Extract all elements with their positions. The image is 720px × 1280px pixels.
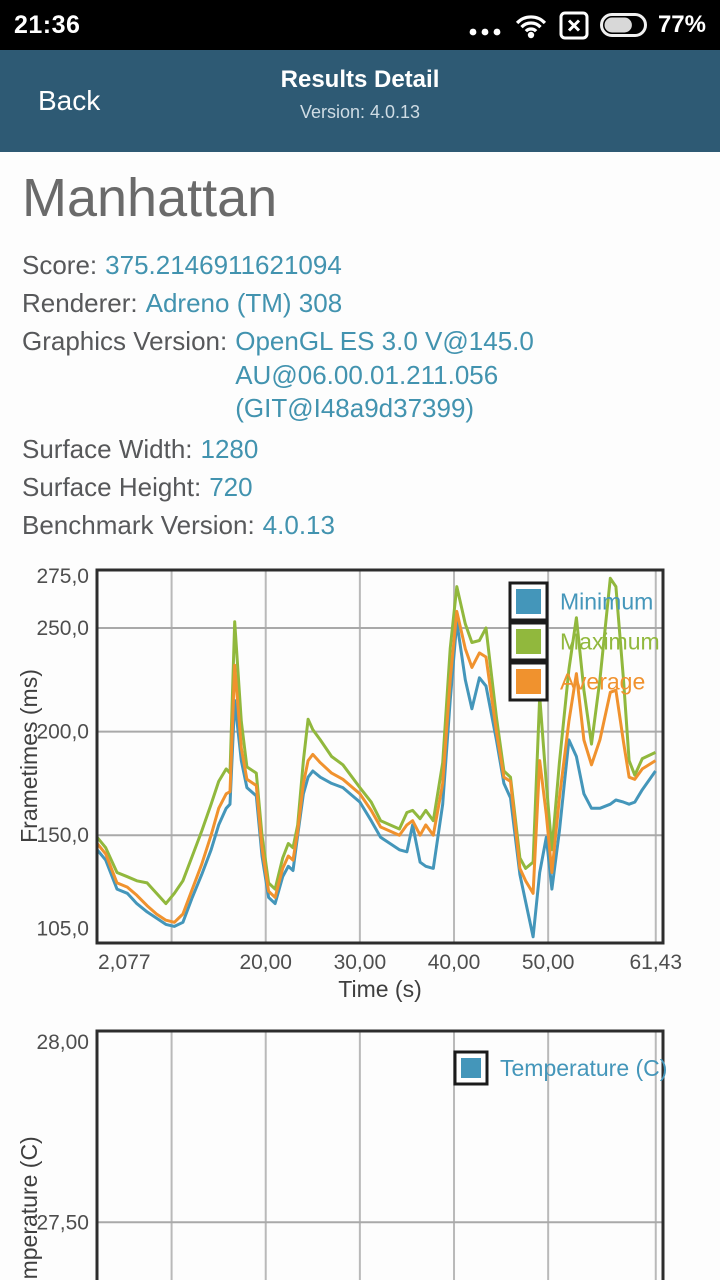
status-icons: 77% xyxy=(468,10,706,41)
plot-border xyxy=(95,568,665,945)
benchmark-version-value: 4.0.13 xyxy=(262,509,335,540)
score-value: 375.2146911621094 xyxy=(105,250,342,280)
detail-row-benchmark-version: Benchmark Version: 4.0.13 xyxy=(22,509,335,540)
status-bar: 21:36 77% xyxy=(0,0,720,50)
x-tick-label: 61,43 xyxy=(629,951,682,974)
battery-icon xyxy=(599,13,647,37)
y-tick-label: 200,0 xyxy=(36,721,89,744)
detail-row-graphics-version: Graphics Version: OpenGL ES 3.0 V@145.0 … xyxy=(22,325,700,426)
x-tick-label: 40,00 xyxy=(428,951,481,974)
y-axis-title: Temperature (C) xyxy=(20,1136,42,1280)
detail-row-surface-width: Surface Width: 1280 xyxy=(22,433,259,464)
legend-item-temperature-c: Temperature (C) xyxy=(453,1050,667,1086)
benchmark-name: Manhattan xyxy=(22,168,278,228)
legend-swatch xyxy=(516,669,541,694)
legend-label: Average xyxy=(560,669,645,695)
detail-row-surface-height: Surface Height: 720 xyxy=(22,471,253,502)
detail-row-renderer: Renderer: Adreno (TM) 308 xyxy=(22,288,343,318)
x-axis-title: Time (s) xyxy=(338,976,421,1002)
legend-swatch xyxy=(516,629,541,654)
more-dots-icon xyxy=(469,28,501,36)
x-tick-label: 30,00 xyxy=(334,951,387,974)
y-tick-label: 250,0 xyxy=(36,617,89,640)
legend-item-average: Average xyxy=(508,661,645,702)
legend-swatch xyxy=(516,589,541,614)
wifi-icon xyxy=(515,14,547,38)
legend-item-maximum: Maximum xyxy=(508,621,660,662)
back-button[interactable]: Back xyxy=(38,85,101,116)
surface-height-value: 720 xyxy=(209,471,253,502)
y-tick-label: 105,0 xyxy=(36,917,89,940)
y-tick-label: 27,50 xyxy=(36,1211,89,1234)
page-title: Results Detail xyxy=(280,66,440,93)
maximum-series-line xyxy=(97,576,657,906)
x-tick-label: 2,077 xyxy=(98,951,151,974)
frametimes-chart: 275,0 250,0 200,0 150,0 105,0 2,077 20,00 30,00… xyxy=(20,565,682,1002)
surface-width-value: 1280 xyxy=(200,433,259,464)
x-tick-label: 50,00 xyxy=(522,951,575,974)
y-tick-label: 150,0 xyxy=(36,824,89,847)
legend-label: Maximum xyxy=(560,629,660,655)
y-tick-label: 275,0 xyxy=(36,565,89,588)
header-title-block: Results Detail Version: 4.0.13 xyxy=(120,66,600,123)
battery-fill xyxy=(604,17,632,33)
legend-label: Minimum xyxy=(560,589,653,615)
battery-percent: 77% xyxy=(657,11,706,38)
graphics-version-value: OpenGL ES 3.0 V@145.0 AU@06.00.01.211.05… xyxy=(235,326,534,423)
minimum-series-line xyxy=(97,620,657,939)
plot-border xyxy=(95,1029,665,1280)
no-sim-icon xyxy=(559,11,589,39)
clock: 21:36 xyxy=(14,10,81,39)
average-series-line xyxy=(97,609,657,924)
app-header: Back Results Detail Version: 4.0.13 xyxy=(0,50,720,152)
x-tick-label: 20,00 xyxy=(239,951,292,974)
renderer-value: Adreno (TM) 308 xyxy=(145,288,343,318)
detail-rows: Score: 375.2146911621094 Renderer: Adreno … xyxy=(22,246,700,544)
detail-row-score: Score: 375.2146911621094 xyxy=(22,250,342,280)
legend-item-minimum: Minimum xyxy=(508,581,653,622)
y-tick-label: 28,00 xyxy=(36,1031,89,1054)
app-version: Version: 4.0.13 xyxy=(299,102,421,122)
legend-label: Temperature (C) xyxy=(500,1055,667,1081)
legend-swatch xyxy=(461,1058,481,1078)
y-axis-title: Frametimes (ms) xyxy=(20,669,42,843)
results-detail: Manhattan Score: 375.2146911621094 Render… xyxy=(22,166,700,544)
